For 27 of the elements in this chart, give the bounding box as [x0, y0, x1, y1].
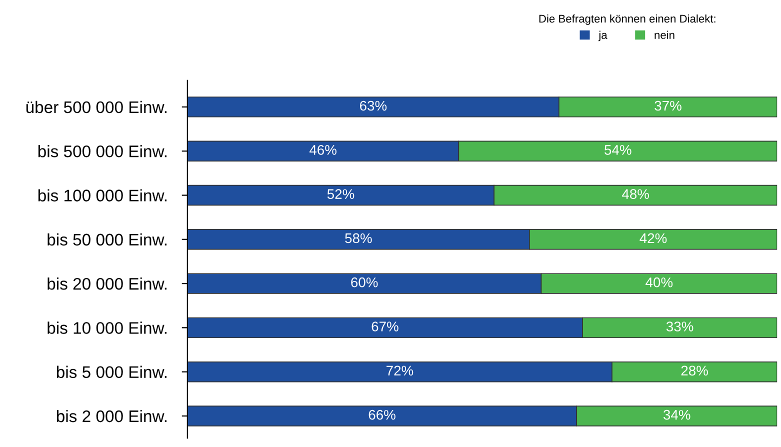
y-tick-label: bis 2 000 Einw.	[56, 410, 166, 422]
data-label: 58%	[345, 233, 372, 244]
legend-label: nein	[654, 30, 674, 39]
y-tick-label: bis 500 000 Einw.	[38, 145, 166, 158]
y-tick-label: bis 5 000 Einw.	[56, 366, 166, 378]
data-label: 72%	[386, 366, 414, 376]
legend-title: Die Befragten können einen Dialekt:	[539, 14, 716, 25]
data-label: 33%	[666, 322, 694, 332]
y-tick-label: bis 100 000 Einw.	[38, 189, 166, 202]
data-label: 48%	[622, 189, 649, 199]
data-label: 67%	[372, 322, 398, 332]
data-label: 42%	[640, 233, 667, 244]
data-label: 60%	[351, 277, 378, 288]
data-label: 66%	[368, 410, 396, 420]
y-tick-label: über 500 000 Einw.	[26, 100, 166, 114]
legend-label: ja	[598, 30, 608, 42]
data-label: 40%	[646, 277, 673, 288]
y-tick-label: bis 20 000 Einw.	[48, 278, 166, 290]
y-tick-label: bis 50 000 Einw.	[48, 233, 166, 246]
data-label: 54%	[604, 145, 632, 155]
data-label: 37%	[654, 100, 682, 111]
data-label: 52%	[327, 189, 354, 199]
data-label: 63%	[360, 100, 387, 111]
data-label: 46%	[309, 144, 336, 155]
y-tick-label: bis 10 000 Einw.	[48, 322, 166, 334]
data-label: 28%	[681, 366, 708, 376]
data-label: 34%	[663, 410, 690, 420]
